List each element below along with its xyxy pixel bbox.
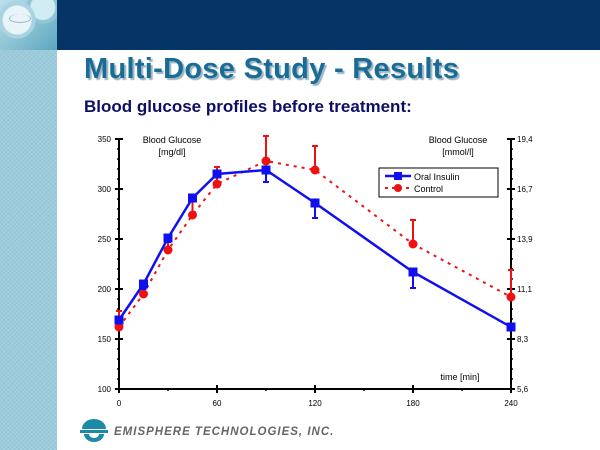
- control-point: [212, 179, 222, 189]
- oral-insulin-point: [310, 198, 320, 208]
- y-tick-label-right: 13,9: [517, 235, 533, 244]
- control-point: [163, 245, 173, 255]
- control-point: [114, 322, 124, 332]
- legend-control-label: Control: [414, 184, 443, 194]
- slide-subtitle: Blood glucose profiles before treatment:: [84, 97, 412, 116]
- y-tick-label-left: 150: [98, 335, 112, 344]
- x-tick-label: 240: [504, 399, 518, 408]
- y-tick-label-left: 100: [98, 385, 112, 394]
- oral-insulin-point: [212, 169, 222, 179]
- oral-insulin-point: [114, 315, 124, 325]
- x-tick-label: 120: [308, 399, 322, 408]
- oral-insulin-point: [163, 233, 173, 243]
- axes: 100 5,6 150 8,3 200 11,1 250 13,9 300 16,7 350 19,4…: [98, 135, 533, 408]
- y-tick-label-left: 200: [98, 285, 112, 294]
- control-point: [261, 156, 271, 166]
- control-point: [139, 289, 148, 299]
- y-tick-label-left: 250: [98, 235, 112, 244]
- y-axis-left-label-line2: [mg/dl]: [158, 147, 185, 157]
- oral-insulin-point: [261, 165, 271, 175]
- control-point: [310, 165, 320, 175]
- header-bar: [0, 0, 600, 50]
- oral-insulin-point: [506, 322, 516, 332]
- control-point: [188, 210, 197, 220]
- oral-insulin-point: [408, 267, 418, 277]
- legend-oral-insulin-label: Oral Insulin: [414, 172, 460, 182]
- x-tick-label: 0: [117, 399, 122, 408]
- y-axis-left-label-line1: Blood Glucose: [143, 135, 202, 145]
- oral-insulin-point: [188, 193, 197, 203]
- emisphere-logo-icon: [80, 419, 108, 442]
- footer-company-name: EMISPHERE TECHNOLOGIES, INC.: [114, 426, 335, 438]
- y-tick-label-left: 350: [98, 135, 112, 144]
- left-decorative-strip: [0, 50, 57, 450]
- y-tick-label-right: 8,3: [517, 335, 529, 344]
- legend-oral-insulin-marker: [394, 172, 402, 180]
- oral-insulin-point: [139, 279, 148, 289]
- pill-icon: [9, 14, 31, 23]
- control-point: [408, 239, 418, 249]
- legend-control-marker: [394, 184, 402, 192]
- x-tick-label: 180: [406, 399, 420, 408]
- x-axis-label: time [min]: [440, 372, 479, 382]
- series-layer: [114, 135, 516, 332]
- legend: Oral Insulin Control: [378, 167, 499, 198]
- y-axis-right-label-line2: [mmol/l]: [442, 147, 474, 157]
- x-tick-label: 60: [213, 399, 222, 408]
- slide-title: Multi-Dose Study - Results: [84, 53, 460, 85]
- y-tick-label-right: 16,7: [517, 185, 533, 194]
- y-tick-label-right: 5,6: [517, 385, 529, 394]
- pill-photo: [0, 0, 57, 50]
- y-tick-label-right: 19,4: [517, 135, 533, 144]
- y-tick-label-left: 300: [98, 185, 112, 194]
- y-axis-right-label-line1: Blood Glucose: [429, 135, 488, 145]
- control-point: [506, 292, 516, 302]
- control-line: [118, 159, 512, 328]
- y-tick-label-right: 11,1: [517, 285, 533, 294]
